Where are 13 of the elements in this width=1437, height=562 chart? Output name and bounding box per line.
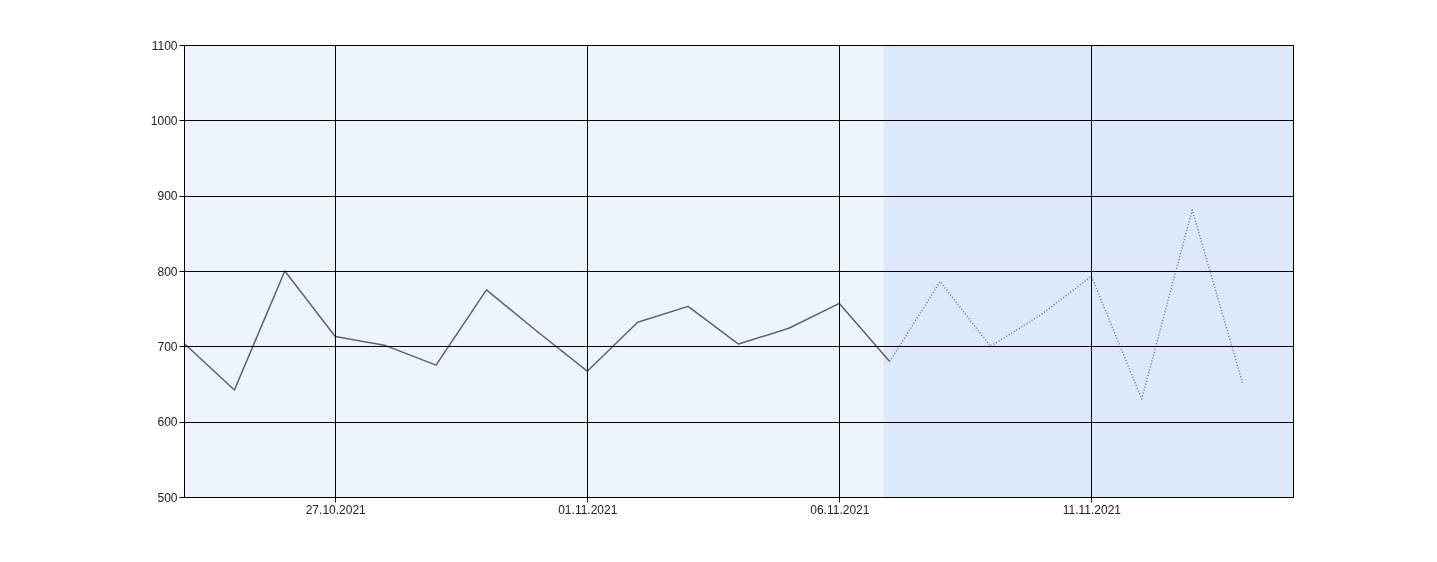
y-tick-label: 900 [157,189,178,204]
x-tick-label: 11.11.2021 [1062,502,1122,517]
y-tick-label: 1000 [150,113,178,128]
y-tick-label: 700 [157,339,178,354]
line-series [888,209,1244,400]
x-tick-label: 01.11.2021 [558,502,618,517]
y-tick-label: 1100 [151,38,178,53]
x-tick-label: 06.11.2021 [810,502,870,517]
y-tick-label: 600 [157,415,178,430]
x-tick-label: 27.10.2021 [305,502,367,517]
y-tick-label: 800 [157,264,178,279]
line-series [183,270,891,391]
y-tick-label: 500 [157,490,178,505]
